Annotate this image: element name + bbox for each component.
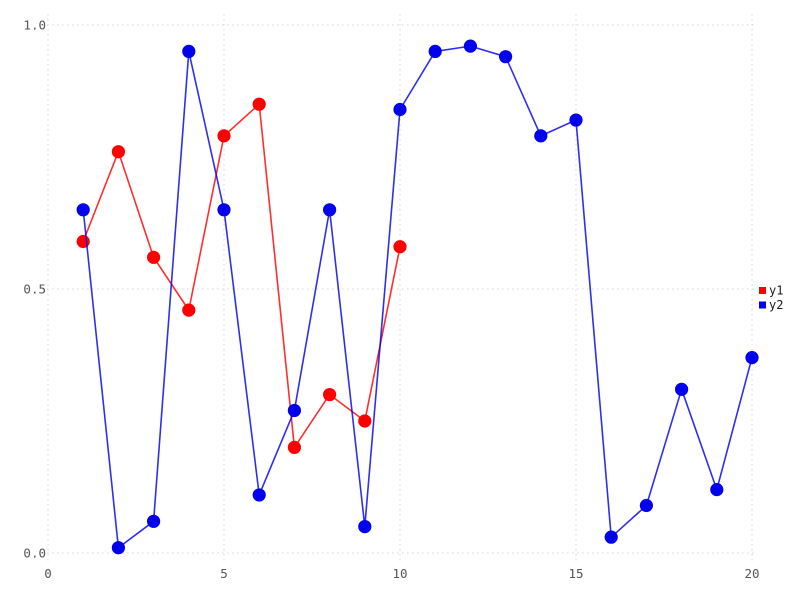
series-y1-point bbox=[76, 234, 90, 249]
series-y1-point bbox=[252, 97, 266, 111]
series-y2-point bbox=[463, 39, 477, 53]
series-y1-line bbox=[82, 103, 401, 449]
y-axis-tick-label: 0.0 bbox=[23, 546, 46, 561]
y-axis-tick-label: 1.0 bbox=[23, 18, 46, 33]
series-y2-point bbox=[358, 520, 372, 534]
series-y1-point bbox=[111, 145, 125, 159]
series-y2-point bbox=[604, 530, 618, 544]
series-y2-point bbox=[393, 102, 407, 117]
series-y2-point bbox=[252, 488, 266, 502]
x-axis-tick-label: 20 bbox=[744, 566, 759, 581]
series-y1-point bbox=[182, 303, 196, 317]
series-y1-point bbox=[147, 250, 161, 264]
y-axis-tick-label: 0.5 bbox=[23, 282, 46, 297]
legend-label-y1: y1 bbox=[769, 284, 783, 298]
x-axis-tick-label: 10 bbox=[392, 566, 407, 581]
series-y2-point bbox=[217, 203, 231, 217]
series-y2-point bbox=[323, 203, 337, 217]
series-y2-point bbox=[76, 203, 90, 217]
series-y1-point bbox=[323, 388, 337, 402]
series-y1-point bbox=[217, 129, 231, 143]
series-y2-point bbox=[534, 129, 548, 143]
series-y2-point bbox=[287, 403, 301, 418]
x-axis-tick-label: 15 bbox=[568, 566, 583, 581]
series-y2-point bbox=[428, 44, 442, 59]
series-y2-line bbox=[82, 45, 753, 549]
series-y2-point bbox=[710, 483, 724, 497]
series-y2-point bbox=[499, 50, 513, 64]
series-y1-point bbox=[287, 440, 301, 454]
series-y1-point bbox=[393, 240, 407, 254]
series-y1-point bbox=[358, 414, 372, 428]
legend-swatch-y1 bbox=[759, 287, 766, 294]
x-axis-tick-label: 0 bbox=[44, 566, 52, 581]
series-y2-point bbox=[745, 351, 759, 365]
series-y2-point bbox=[111, 541, 125, 555]
series-y2-point bbox=[569, 113, 583, 127]
legend-swatch-y2 bbox=[759, 301, 766, 309]
x-axis-tick-label: 5 bbox=[220, 566, 228, 581]
series-y2-point bbox=[639, 498, 654, 513]
series-y2-point bbox=[147, 514, 161, 528]
series-y2-point bbox=[182, 44, 196, 59]
series-y2-point bbox=[675, 382, 689, 396]
legend-label-y2: y2 bbox=[769, 298, 783, 312]
